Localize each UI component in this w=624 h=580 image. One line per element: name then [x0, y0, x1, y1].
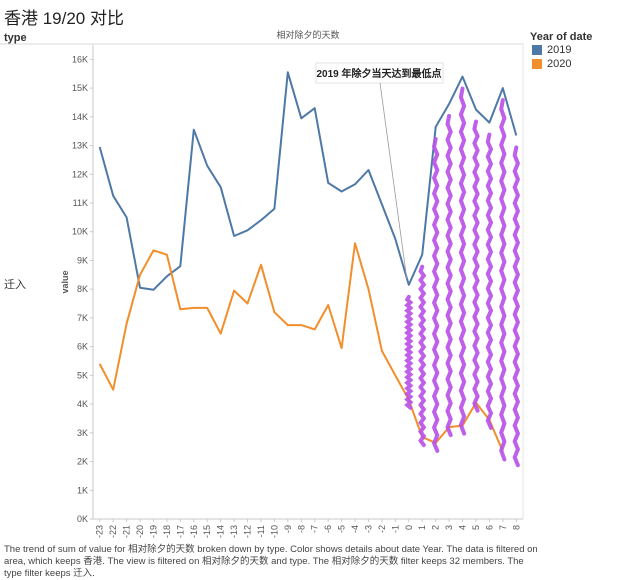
type-column-header: type [4, 32, 27, 44]
highlight-stroke [404, 294, 414, 410]
highlight-stroke [458, 86, 467, 436]
x-tick-label: -16 [189, 525, 199, 538]
legend-label-2019: 2019 [547, 44, 572, 56]
x-tick-label: 6 [484, 525, 494, 530]
highlight-stroke [512, 145, 521, 468]
y-tick-label: 1K [77, 485, 88, 495]
x-tick-label: -12 [243, 525, 253, 538]
legend-item-2019[interactable]: 2019 [532, 44, 571, 56]
y-tick-label: 14K [72, 112, 88, 122]
x-tick-label: 8 [511, 525, 521, 530]
y-tick-label: 6K [77, 342, 88, 352]
x-tick-label: 0 [404, 525, 414, 530]
x-tick-label: -19 [148, 525, 158, 538]
type-row-label: 迁入 [4, 279, 26, 291]
legend-title: Year of date [530, 31, 593, 43]
x-tick-label: -14 [216, 525, 226, 538]
y-tick-label: 0K [77, 514, 88, 524]
y-tick-label: 4K [77, 399, 88, 409]
x-tick-label: -21 [122, 525, 132, 538]
x-tick-label: 7 [498, 525, 508, 530]
x-tick-label: -9 [283, 525, 293, 533]
x-tick-label: -3 [363, 525, 373, 533]
y-tick-label: 9K [77, 255, 88, 265]
chart-title: 相对除夕的天数 [276, 29, 339, 40]
x-tick-label: -8 [296, 525, 306, 533]
x-tick-label: 3 [444, 525, 454, 530]
y-axis-label: value [60, 270, 70, 293]
x-tick-label: -2 [377, 525, 387, 533]
y-tick-label: 3K [77, 428, 88, 438]
x-tick-label: -11 [256, 525, 266, 537]
annotation-text: 2019 年除夕当天达到最低点 [316, 67, 441, 80]
series-line-2020 [98, 242, 504, 452]
y-tick-label: 12K [72, 169, 88, 179]
highlight-stroke [499, 98, 507, 462]
y-tick-label: 10K [72, 227, 88, 237]
x-tick-label: 1 [417, 525, 427, 530]
annotation-leader [379, 82, 408, 279]
y-tick-label: 16K [72, 54, 88, 64]
series-line-2019 [98, 71, 518, 291]
highlight-stroke [431, 136, 440, 453]
x-tick-label: 5 [471, 525, 481, 530]
x-tick-label: -13 [229, 525, 239, 538]
chart-caption: The trend of sum of value for 相对除夕的天数 br… [4, 544, 538, 579]
legend-item-2020[interactable]: 2020 [532, 58, 571, 70]
legend-swatch-2019 [532, 45, 542, 55]
annotation-box [315, 62, 444, 84]
y-tick-label: 5K [77, 370, 88, 380]
legend-label-2020: 2020 [547, 58, 572, 70]
y-tick-label: 13K [72, 141, 88, 151]
x-tick-label: -5 [337, 525, 347, 533]
x-tick-label: -15 [202, 525, 212, 538]
x-tick-label: -17 [175, 525, 185, 538]
x-tick-label: -22 [108, 525, 118, 538]
x-tick-label: 2 [431, 525, 441, 530]
highlight-stroke [445, 113, 453, 438]
x-tick-label: -23 [95, 525, 105, 538]
highlight-stroke [472, 119, 480, 413]
y-tick-label: 7K [77, 313, 88, 323]
x-tick-label: -6 [323, 525, 333, 533]
legend-swatch-2020 [532, 59, 542, 69]
highlight-stroke [485, 132, 494, 430]
x-tick-label: -18 [162, 525, 172, 538]
x-tick-label: 4 [458, 525, 468, 530]
highlight-stroke [418, 264, 427, 448]
x-tick-label: -10 [269, 525, 279, 538]
x-tick-label: -20 [135, 525, 145, 538]
y-tick-label: 11K [73, 198, 88, 208]
y-tick-label: 15K [72, 83, 88, 93]
x-tick-label: -1 [390, 525, 400, 533]
y-tick-label: 2K [77, 457, 88, 467]
x-tick-label: -4 [350, 525, 360, 533]
page-title: 香港 19/20 对比 [4, 9, 124, 28]
x-tick-label: -7 [310, 525, 320, 533]
y-tick-label: 8K [77, 284, 88, 294]
